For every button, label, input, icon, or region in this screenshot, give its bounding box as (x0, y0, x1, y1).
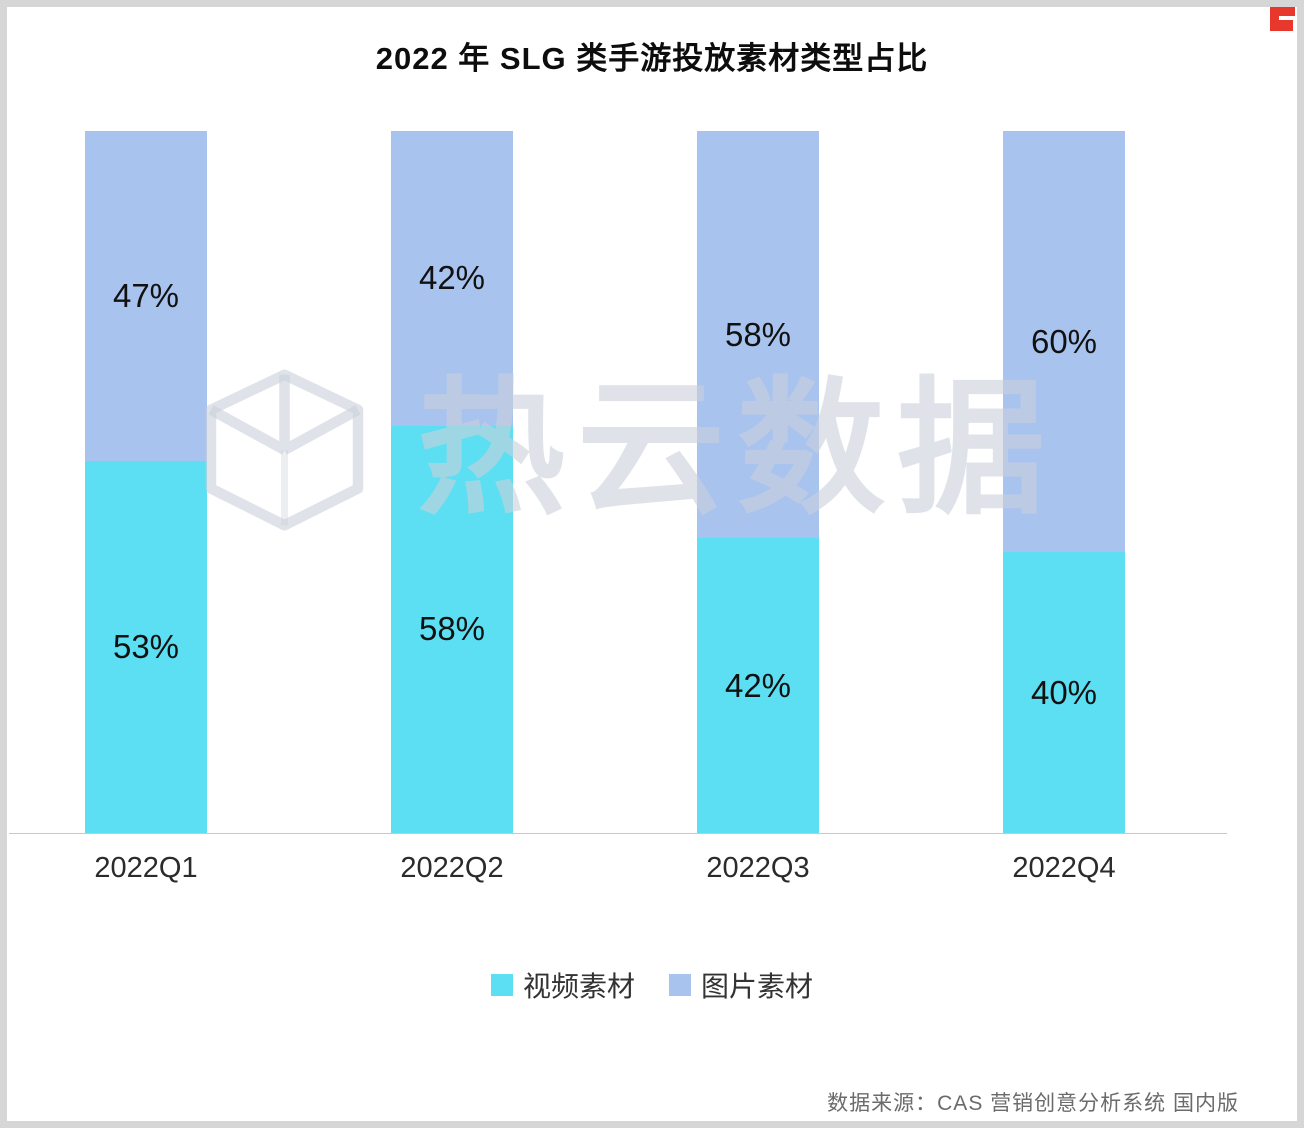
bar-segment-video: 58% (391, 425, 513, 833)
bar-segment-video: 40% (1003, 552, 1125, 833)
bar-value-label: 58% (724, 315, 792, 353)
bar-column: 58% 42% (697, 131, 819, 833)
legend-label-video: 视频素材 (522, 971, 635, 1002)
bar-value-label: 42% (418, 259, 486, 297)
bar-value-label: 42% (724, 666, 792, 704)
legend-item-image: 图片素材 (669, 965, 813, 1005)
bar-column: 42% 58% (391, 131, 513, 833)
bar-segment-video: 53% (85, 460, 207, 833)
bar-segment-video: 42% (697, 538, 819, 833)
x-axis-label: 2022Q1 (94, 852, 198, 884)
x-axis-line (9, 833, 1227, 834)
bar-value-label: 40% (1030, 673, 1098, 711)
bar-segment-image: 47% (85, 131, 207, 461)
bar-value-label: 58% (418, 610, 486, 648)
chart-title: 2022 年 SLG 类手游投放素材类型占比 (375, 41, 929, 76)
bar-column: 47% 53% (85, 131, 207, 833)
bar-value-label: 47% (112, 276, 180, 314)
x-labels-row: 2022Q1 2022Q2 2022Q3 2022Q4 (85, 852, 1125, 885)
bar-value-label: 53% (112, 627, 180, 665)
data-source-note: 数据来源：CAS 营销创意分析系统 国内版 (827, 1092, 1239, 1115)
x-axis-label: 2022Q3 (706, 852, 810, 884)
legend: 视频素材 图片素材 (7, 965, 1297, 1005)
x-axis-label: 2022Q2 (400, 852, 504, 884)
legend-item-video: 视频素材 (490, 965, 635, 1005)
bar-column: 60% 40% (1003, 131, 1125, 833)
legend-swatch-image (669, 974, 691, 996)
legend-swatch-video (490, 974, 513, 996)
x-axis-label: 2022Q4 (1012, 852, 1116, 884)
bar-segment-image: 58% (697, 131, 819, 539)
bar-segment-image: 42% (391, 131, 513, 426)
bars-row: 47% 53% 42% 58% 58% 42% 60% 40% (85, 131, 1125, 833)
bar-value-label: 60% (1030, 322, 1098, 360)
bar-segment-image: 60% (1003, 131, 1125, 553)
brand-logo-fragment-icon (1270, 7, 1295, 31)
legend-label-image: 图片素材 (701, 971, 814, 1002)
